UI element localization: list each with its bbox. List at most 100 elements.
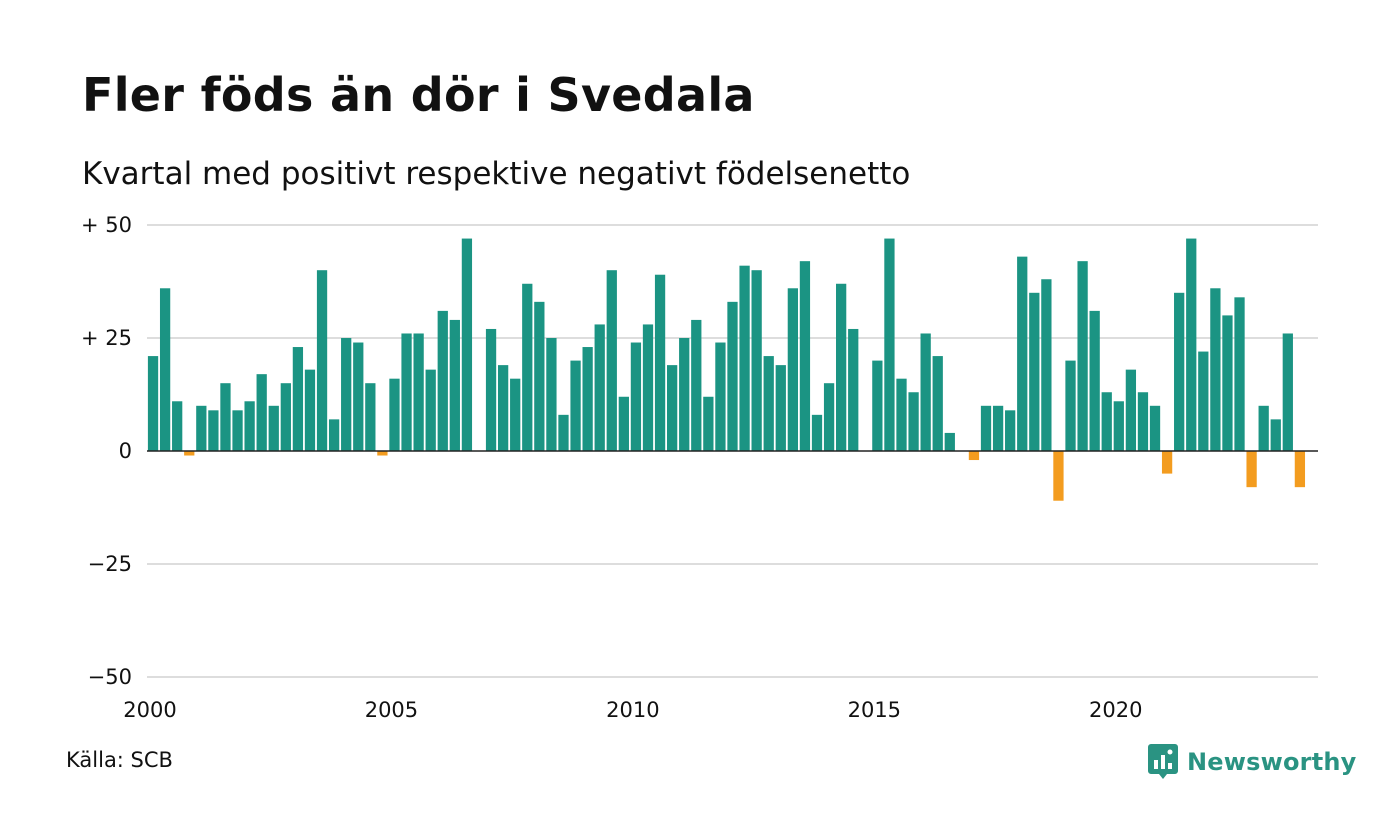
bar-positive bbox=[775, 365, 786, 451]
bar-positive bbox=[1005, 410, 1016, 451]
bar-positive bbox=[172, 401, 183, 451]
bar-positive bbox=[1017, 256, 1028, 451]
bar-positive bbox=[1101, 392, 1112, 451]
bar-positive bbox=[280, 383, 291, 451]
y-tick-label: 0 bbox=[119, 439, 132, 463]
bar-positive bbox=[256, 374, 267, 451]
bar-positive bbox=[1222, 315, 1233, 451]
chart-title: Fler föds än dör i Svedala bbox=[82, 68, 755, 122]
x-tick-label: 2005 bbox=[365, 698, 418, 722]
bar-positive bbox=[546, 338, 557, 451]
bar-positive bbox=[437, 310, 448, 451]
bar-positive bbox=[1041, 279, 1052, 451]
y-tick-label: + 50 bbox=[81, 213, 132, 237]
bar-positive bbox=[485, 328, 497, 451]
bar-positive bbox=[799, 261, 811, 451]
bar-positive bbox=[1186, 238, 1197, 451]
bar-positive bbox=[679, 338, 690, 451]
bar-positive bbox=[449, 319, 460, 451]
bar-positive bbox=[848, 328, 859, 451]
bar-positive bbox=[244, 401, 255, 451]
bar-positive bbox=[389, 378, 400, 451]
x-tick-label: 2010 bbox=[606, 698, 659, 722]
bar-positive bbox=[751, 270, 762, 451]
bar-positive bbox=[461, 238, 473, 451]
bar-negative bbox=[377, 451, 388, 456]
bar-positive bbox=[1125, 369, 1137, 451]
x-tick-label: 2000 bbox=[123, 698, 176, 722]
bar-positive bbox=[208, 410, 219, 451]
bar-positive bbox=[1198, 351, 1209, 451]
newsworthy-logo-icon bbox=[1148, 744, 1178, 779]
bar-positive bbox=[341, 338, 352, 451]
bar-positive bbox=[1089, 310, 1100, 451]
bar-positive bbox=[558, 414, 569, 451]
brand-name: Newsworthy bbox=[1187, 748, 1357, 776]
bar-positive bbox=[1149, 405, 1161, 451]
bar-positive bbox=[268, 405, 279, 451]
y-tick-label: + 25 bbox=[81, 326, 132, 350]
bar-positive bbox=[304, 369, 316, 451]
bar-positive bbox=[944, 432, 955, 451]
gridlines bbox=[147, 224, 1318, 678]
bar-positive bbox=[739, 265, 750, 451]
bar-positive bbox=[908, 392, 919, 451]
bar-positive bbox=[1270, 419, 1281, 451]
bar-positive bbox=[1174, 292, 1185, 451]
bar-positive bbox=[1065, 360, 1076, 451]
bar-positive bbox=[353, 342, 364, 451]
bar-positive bbox=[147, 356, 159, 451]
bar-positive bbox=[316, 270, 328, 451]
bar-positive bbox=[159, 288, 171, 451]
bar-positive bbox=[1137, 392, 1149, 451]
bar-positive bbox=[884, 238, 895, 451]
bar-positive bbox=[727, 301, 738, 451]
bar-positive bbox=[497, 365, 509, 451]
bar-positive bbox=[642, 324, 654, 451]
bar-positive bbox=[787, 288, 798, 451]
bar-negative bbox=[1246, 451, 1257, 488]
bar-positive bbox=[654, 274, 666, 451]
bar-positive bbox=[510, 378, 521, 451]
bar-positive bbox=[534, 301, 545, 451]
bar-negative bbox=[968, 451, 980, 461]
bar-positive bbox=[1113, 401, 1124, 451]
source-note: Källa: SCB bbox=[66, 748, 173, 772]
bar-positive bbox=[522, 283, 533, 451]
bar-positive bbox=[1234, 297, 1245, 451]
bar-positive bbox=[413, 333, 424, 451]
bar-positive bbox=[823, 383, 835, 451]
bar-positive bbox=[1210, 288, 1221, 451]
bar-positive bbox=[836, 283, 847, 451]
bar-positive bbox=[1282, 333, 1293, 451]
bar-positive bbox=[630, 342, 642, 451]
bar-positive bbox=[811, 414, 823, 451]
bar-negative bbox=[184, 451, 195, 456]
bar-positive bbox=[618, 396, 629, 451]
bar-negative bbox=[1161, 451, 1173, 474]
x-tick-label: 2020 bbox=[1089, 698, 1142, 722]
bar-positive bbox=[570, 360, 581, 451]
bar-positive bbox=[872, 360, 883, 451]
bar-positive bbox=[582, 347, 593, 451]
bar-positive bbox=[1077, 261, 1088, 451]
bar-positive bbox=[594, 324, 605, 451]
brand-logo: Newsworthy bbox=[1148, 742, 1357, 782]
axes: + 50 + 25 0 −25 −50 2000 2005 2010 2015 2020 bbox=[81, 213, 1318, 722]
bar-positive bbox=[196, 405, 207, 451]
bar-positive bbox=[896, 378, 907, 451]
bar-positive bbox=[763, 356, 774, 451]
bar-positive bbox=[715, 342, 726, 451]
bar-positive bbox=[992, 405, 1004, 451]
bar-positive bbox=[980, 405, 992, 451]
bar-positive bbox=[691, 319, 702, 451]
bar-positive bbox=[328, 419, 340, 451]
bar-positive bbox=[220, 383, 231, 451]
bar-positive bbox=[932, 356, 943, 451]
bar-positive bbox=[1029, 292, 1040, 451]
bar-positive bbox=[425, 369, 436, 451]
bar-positive bbox=[401, 333, 412, 451]
bar-positive bbox=[920, 333, 931, 451]
bars bbox=[147, 238, 1306, 501]
